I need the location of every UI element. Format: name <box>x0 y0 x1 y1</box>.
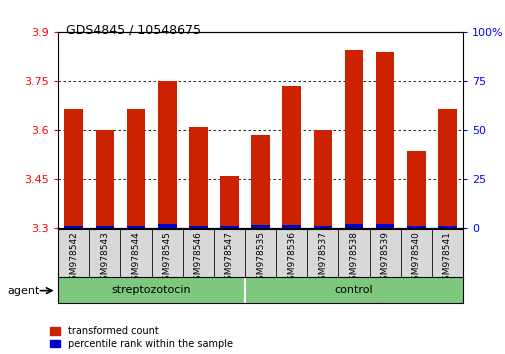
Bar <box>344 224 363 228</box>
Text: GSM978546: GSM978546 <box>193 232 203 286</box>
Bar <box>431 229 462 278</box>
Bar <box>58 229 89 278</box>
Bar <box>126 109 145 228</box>
Bar <box>276 229 307 278</box>
Text: control: control <box>334 285 373 295</box>
Bar <box>158 224 176 228</box>
Bar <box>406 152 425 228</box>
Bar <box>244 229 276 278</box>
Bar <box>375 52 394 228</box>
Bar <box>64 226 83 228</box>
Bar <box>220 176 238 228</box>
Bar <box>152 229 182 278</box>
Bar <box>251 225 269 228</box>
Text: GSM978545: GSM978545 <box>162 232 171 286</box>
Bar <box>120 229 152 278</box>
Text: streptozotocin: streptozotocin <box>112 285 191 295</box>
Text: GSM978540: GSM978540 <box>411 232 420 286</box>
Bar <box>344 50 363 228</box>
Bar <box>64 109 83 228</box>
Bar <box>338 229 369 278</box>
Bar <box>95 226 114 228</box>
Text: GDS4845 / 10548675: GDS4845 / 10548675 <box>66 23 200 36</box>
Text: GSM978538: GSM978538 <box>349 232 358 286</box>
Text: GSM978547: GSM978547 <box>225 232 233 286</box>
Text: GSM978536: GSM978536 <box>287 232 295 286</box>
Bar <box>369 229 400 278</box>
Text: GSM978541: GSM978541 <box>442 232 451 286</box>
Bar <box>251 135 269 228</box>
Bar <box>375 224 394 228</box>
Text: GSM978539: GSM978539 <box>380 232 389 286</box>
Legend: transformed count, percentile rank within the sample: transformed count, percentile rank withi… <box>50 326 232 349</box>
Bar <box>437 109 456 228</box>
Bar <box>158 81 176 228</box>
Text: GSM978535: GSM978535 <box>256 232 265 286</box>
Bar <box>313 130 332 228</box>
Text: GSM978542: GSM978542 <box>69 232 78 286</box>
Bar <box>188 127 207 228</box>
Bar <box>188 226 207 228</box>
Text: GSM978537: GSM978537 <box>318 232 327 286</box>
Bar <box>182 229 214 278</box>
Text: GSM978543: GSM978543 <box>100 232 109 286</box>
Bar <box>89 229 120 278</box>
Text: GSM978544: GSM978544 <box>131 232 140 286</box>
Bar <box>214 229 244 278</box>
Bar <box>95 130 114 228</box>
Bar <box>126 226 145 228</box>
Bar <box>400 229 431 278</box>
Bar <box>282 225 300 228</box>
Bar <box>307 229 338 278</box>
Bar <box>437 226 456 228</box>
Bar <box>406 226 425 228</box>
Bar <box>313 226 332 228</box>
Text: agent: agent <box>8 286 40 296</box>
Bar <box>220 226 238 228</box>
Bar <box>282 86 300 228</box>
